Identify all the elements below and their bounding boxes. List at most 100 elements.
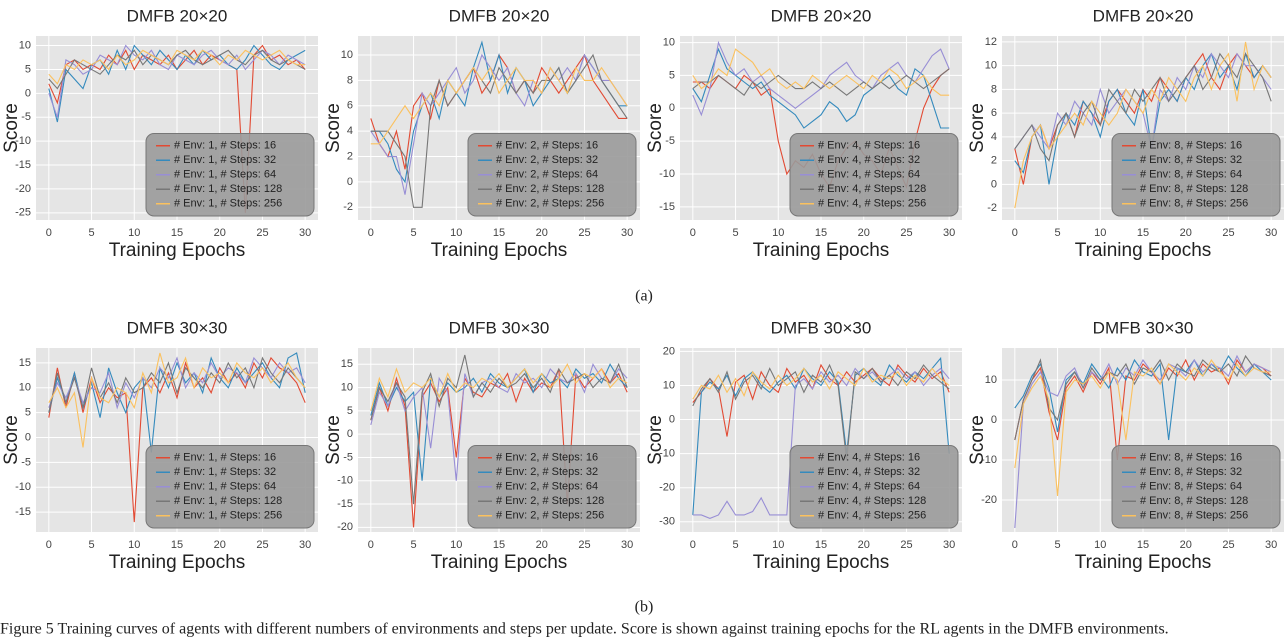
x-tick-label: 25 — [256, 539, 268, 551]
x-axis-label: Training Epochs — [1075, 240, 1212, 261]
x-tick-label: 20 — [536, 227, 548, 239]
x-tick-label: 30 — [299, 539, 311, 551]
y-tick-label: -5 — [665, 135, 675, 147]
y-tick-label: -10 — [15, 481, 31, 493]
series-line — [370, 363, 628, 412]
y-tick-label: -20 — [659, 482, 675, 494]
y-tick-label: 5 — [347, 405, 353, 417]
x-tick-label: 5 — [1054, 539, 1060, 551]
series-line — [692, 367, 950, 400]
x-axis-label: Training Epochs — [753, 552, 890, 573]
series-line — [692, 363, 950, 437]
y-tick-label: 4 — [347, 125, 353, 137]
y-tick-label: 10 — [19, 39, 31, 51]
legend-label: # Env: 8, # Steps: 64 — [1140, 169, 1242, 181]
x-tick-label: 5 — [88, 539, 94, 551]
x-tick-label: 0 — [690, 539, 696, 551]
legend-label: # Env: 2, # Steps: 32 — [496, 466, 598, 478]
legend-label: # Env: 2, # Steps: 64 — [496, 169, 598, 181]
x-tick-label: 10 — [450, 227, 462, 239]
x-tick-label: 10 — [772, 227, 784, 239]
x-tick-label: 10 — [1094, 227, 1106, 239]
chart-title: DMFB 20×20 — [771, 6, 872, 25]
legend-label: # Env: 4, # Steps: 128 — [818, 495, 926, 507]
x-tick-label: 30 — [943, 227, 955, 239]
legend-label: # Env: 8, # Steps: 16 — [1140, 452, 1242, 464]
legend-label: # Env: 2, # Steps: 128 — [496, 183, 604, 195]
series-line — [48, 352, 306, 453]
legend-label: # Env: 2, # Steps: 16 — [496, 140, 598, 152]
y-tick-label: -15 — [15, 159, 31, 171]
series-line — [48, 49, 306, 85]
x-tick-label: 20 — [214, 227, 226, 239]
legend-label: # Env: 4, # Steps: 128 — [818, 183, 926, 195]
x-tick-label: 20 — [536, 539, 548, 551]
y-axis-label: Score — [967, 415, 988, 465]
x-tick-label: 25 — [900, 539, 912, 551]
y-tick-label: 12 — [985, 36, 997, 48]
legend-label: # Env: 1, # Steps: 64 — [174, 481, 276, 493]
series-line — [1014, 354, 1272, 529]
x-tick-label: 30 — [621, 227, 633, 239]
series-line — [1014, 354, 1272, 441]
chart: -2 0 2 4 6 8 10 0 5 10 15 20 25 30 DMFB 20×20 Training … — [323, 6, 640, 261]
y-tick-label: 4 — [991, 131, 997, 143]
legend-label: # Env: 1, # Steps: 256 — [174, 510, 282, 522]
y-tick-label: 0 — [25, 87, 31, 99]
x-tick-label: 25 — [1222, 227, 1234, 239]
y-tick-label: -20 — [337, 521, 353, 533]
y-tick-label: -15 — [15, 506, 31, 518]
x-tick-label: 20 — [1180, 539, 1192, 551]
x-axis-label: Training Epochs — [1075, 552, 1212, 573]
x-tick-label: 15 — [493, 227, 505, 239]
x-axis-label: Training Epochs — [109, 552, 246, 573]
x-tick-label: 5 — [410, 539, 416, 551]
y-tick-label: -10 — [981, 454, 997, 466]
legend-box — [1111, 445, 1281, 529]
series-line — [692, 68, 950, 96]
legend-label: # Env: 4, # Steps: 256 — [818, 510, 926, 522]
y-tick-label: 0 — [669, 102, 675, 114]
x-tick-label: 5 — [732, 539, 738, 551]
x-tick-label: 30 — [943, 539, 955, 551]
y-tick-label: 8 — [347, 74, 353, 86]
x-tick-label: 30 — [1265, 539, 1277, 551]
x-tick-label: 30 — [621, 539, 633, 551]
y-axis-label: Score — [967, 103, 988, 153]
series-line — [48, 356, 306, 413]
y-tick-label: 0 — [347, 176, 353, 188]
legend-label: # Env: 8, # Steps: 128 — [1140, 183, 1248, 195]
legend-label: # Env: 8, # Steps: 32 — [1140, 466, 1242, 478]
x-tick-label: 20 — [1180, 227, 1192, 239]
y-tick-label: 10 — [663, 379, 675, 391]
y-axis-label: Score — [323, 103, 344, 153]
legend-label: # Env: 1, # Steps: 32 — [174, 466, 276, 478]
x-tick-label: 25 — [900, 227, 912, 239]
legend-box — [789, 445, 959, 529]
x-tick-label: 15 — [1137, 539, 1149, 551]
x-tick-label: 15 — [815, 539, 827, 551]
legend-label: # Env: 2, # Steps: 64 — [496, 481, 598, 493]
y-tick-label: -10 — [659, 448, 675, 460]
y-tick-label: 15 — [19, 357, 31, 369]
legend-label: # Env: 1, # Steps: 64 — [174, 169, 276, 181]
y-tick-label: 10 — [19, 382, 31, 394]
x-tick-label: 5 — [88, 227, 94, 239]
chart-title: DMFB 30×30 — [127, 318, 228, 337]
legend-label: # Env: 4, # Steps: 16 — [818, 140, 920, 152]
y-tick-label: 0 — [25, 431, 31, 443]
chart-title: DMFB 20×20 — [449, 6, 550, 25]
legend-label: # Env: 4, # Steps: 256 — [818, 198, 926, 210]
x-tick-label: 25 — [256, 227, 268, 239]
y-tick-label: -2 — [343, 201, 353, 213]
chart-title: DMFB 30×30 — [1093, 318, 1194, 337]
y-tick-label: 20 — [663, 345, 675, 357]
x-tick-label: 15 — [815, 227, 827, 239]
y-tick-label: 0 — [991, 178, 997, 190]
legend-box — [145, 133, 315, 217]
series-line — [370, 363, 628, 481]
series-line — [1014, 41, 1272, 209]
series-line — [370, 66, 628, 145]
